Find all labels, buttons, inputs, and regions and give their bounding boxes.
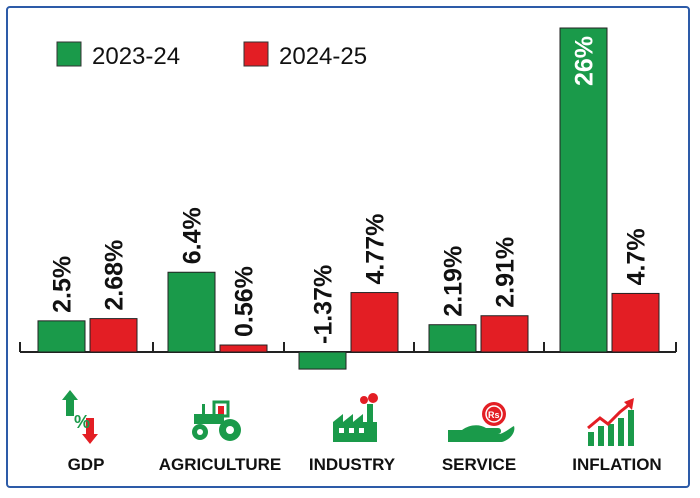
category-labels: GDP AGRICULTURE INDUSTRY SERVICE INFLATI… [68,455,662,474]
bars [37,27,660,370]
value-label-agriculture-2024-25: 0.56% [231,266,259,337]
value-label-service-2023-24: 2.19% [440,246,468,317]
growth-chart-icon [587,398,634,446]
bar-industry-2023-24 [298,351,347,370]
tractor-icon [192,400,241,441]
bar-agriculture-2024-25 [219,344,268,353]
legend-label-2024-25: 2024-25 [279,43,367,70]
category-label-gdp: GDP [68,455,105,474]
hand-coin-icon: Rs [448,402,515,442]
legend-label-2023-24: 2023-24 [92,43,180,70]
legend-swatch-2023-24 [56,41,82,67]
value-label-inflation-2023-24: 26% [571,36,599,86]
legend-swatch-2024-25 [243,41,269,67]
bar-agriculture-2023-24 [167,271,216,353]
value-label-agriculture-2023-24: 6.4% [179,207,207,264]
value-label-industry-2023-24: -1.37% [310,265,338,344]
value-label-gdp-2024-25: 2.68% [101,240,129,311]
value-label-industry-2024-25: 4.77% [362,214,390,285]
bar-inflation-2023-24 [559,27,608,353]
bar-inflation-2024-25 [611,292,660,353]
bar-gdp-2023-24 [37,320,86,353]
value-labels: 2.5% 2.68% 6.4% 0.56% -1.37% 4.77% 2.19% 2.91% 2… [49,36,651,344]
category-label-service: SERVICE [442,455,516,474]
bar-service-2024-25 [480,315,529,353]
bar-gdp-2024-25 [89,318,138,353]
legend: 2023-24 2024-25 [56,41,367,70]
value-label-gdp-2023-24: 2.5% [49,256,77,313]
factory-icon [333,393,378,442]
category-label-inflation: INFLATION [572,455,661,474]
svg-text:Rs: Rs [488,410,500,420]
gdp-percent-icon: % [62,390,98,444]
category-label-agriculture: AGRICULTURE [159,455,281,474]
bar-service-2023-24 [428,324,477,353]
value-label-service-2024-25: 2.91% [492,237,520,308]
category-label-industry: INDUSTRY [309,455,396,474]
value-label-inflation-2024-25: 4.7% [623,228,651,285]
svg-text:%: % [74,412,90,432]
bar-industry-2024-25 [350,292,399,353]
